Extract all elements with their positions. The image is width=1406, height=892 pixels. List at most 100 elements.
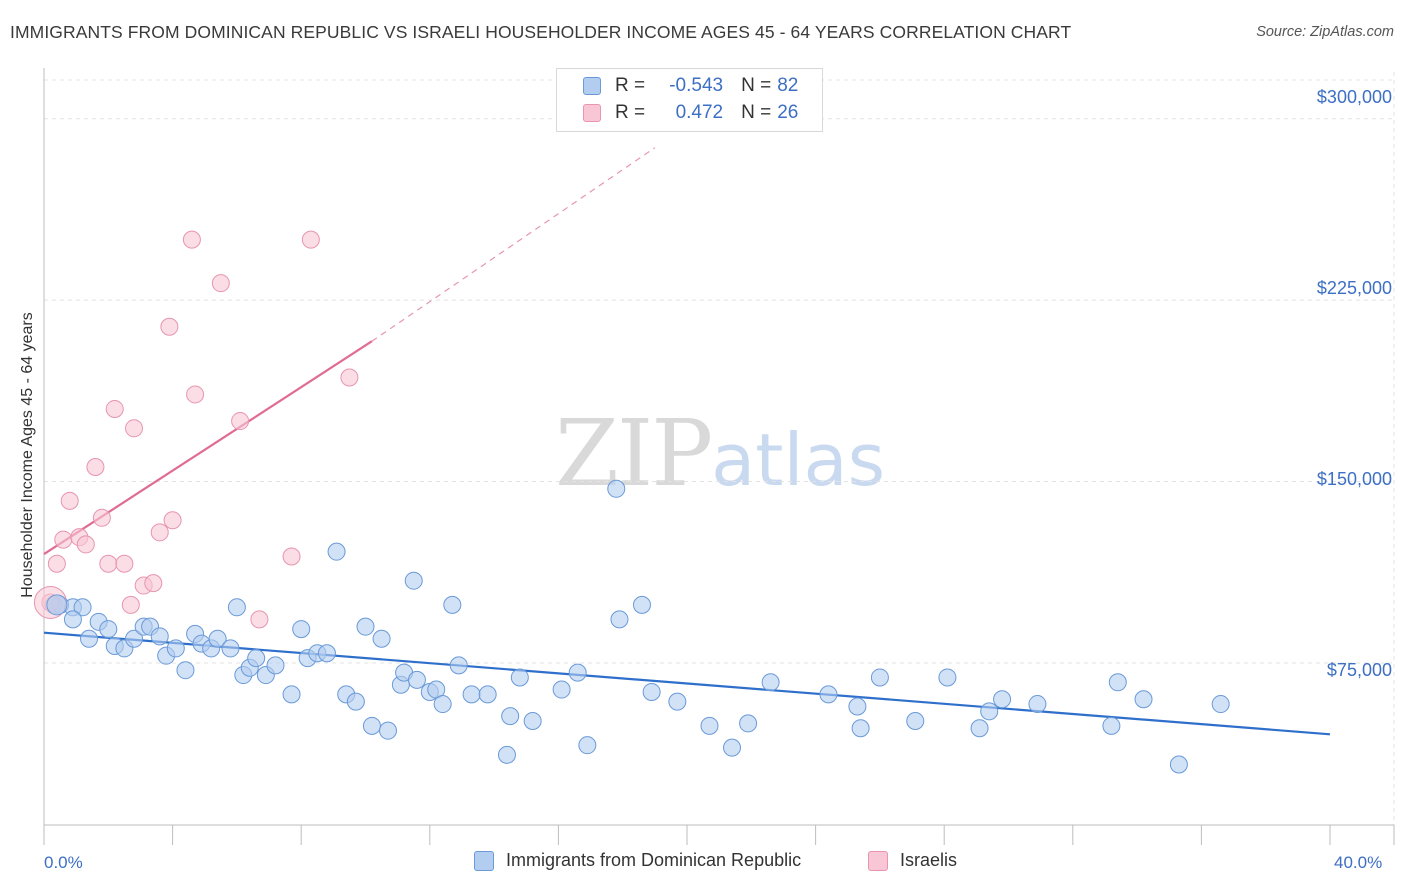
point-dominican <box>993 690 1012 709</box>
point-dominican <box>63 610 82 629</box>
point-dominican <box>578 736 597 755</box>
grid-lines <box>44 72 1395 825</box>
axes <box>43 68 1395 845</box>
legend-n-label: N = <box>741 75 772 96</box>
point-dominican <box>362 716 381 735</box>
trend-line-israelis <box>43 340 373 556</box>
data-points <box>33 230 1230 774</box>
point-dominican <box>523 711 542 730</box>
point-dominican <box>568 663 587 682</box>
point-dominican <box>73 598 92 617</box>
point-israelis <box>150 523 169 542</box>
series-legend: Immigrants from Dominican Republic Israe… <box>0 850 1406 878</box>
point-israelis <box>86 458 105 477</box>
point-dominican <box>851 719 870 738</box>
point-dominican <box>208 629 227 648</box>
point-israelis <box>301 230 320 249</box>
point-dominican <box>1211 695 1230 714</box>
point-israelis <box>182 230 201 249</box>
point-israelis <box>186 385 205 404</box>
legend-n-value: 82 <box>777 75 799 96</box>
point-dominican <box>379 721 398 740</box>
point-israelis <box>144 574 163 593</box>
point-dominican <box>327 542 346 561</box>
point-dominican <box>317 644 336 663</box>
legend-n-label: N = <box>741 102 772 123</box>
x-tick-label-min: 0.0% <box>44 853 83 872</box>
point-dominican <box>292 620 311 639</box>
legend-swatch-pink <box>868 850 888 871</box>
point-dominican <box>227 598 246 617</box>
legend-n-value: 26 <box>777 102 799 123</box>
point-dominican <box>723 738 742 757</box>
correlation-legend: R = -0.543 N = 82 R = 0.472 N = 26 <box>556 68 823 132</box>
point-israelis <box>92 508 111 527</box>
legend-swatch-blue <box>474 850 494 871</box>
point-dominican <box>282 685 301 704</box>
watermark-zip: ZIP <box>555 400 713 507</box>
point-dominican <box>1134 690 1153 709</box>
y-tick-label-225000: $225,000 <box>1316 278 1392 298</box>
point-israelis <box>125 419 144 438</box>
legend-item-israelis: Israelis <box>868 850 957 871</box>
y-axis-label: Householder Income Ages 45 - 64 years <box>19 312 36 598</box>
point-dominican <box>970 719 989 738</box>
watermark: ZIPatlas <box>555 400 885 507</box>
point-dominican <box>739 714 758 733</box>
x-tick-label-max: 40.0% <box>1334 853 1383 872</box>
point-israelis <box>76 535 95 554</box>
point-dominican <box>80 629 99 648</box>
point-israelis <box>250 610 269 629</box>
point-dominican <box>462 685 481 704</box>
point-dominican <box>150 627 169 646</box>
point-israelis <box>47 554 66 573</box>
point-dominican <box>407 670 426 689</box>
point-dominican <box>642 682 661 701</box>
point-dominican <box>632 595 651 614</box>
legend-row-israelis: R = 0.472 N = 26 <box>583 100 798 126</box>
point-israelis <box>60 491 79 510</box>
legend-swatch-blue <box>583 77 601 95</box>
point-dominican <box>848 697 867 716</box>
point-dominican <box>478 685 497 704</box>
point-dominican <box>510 668 529 687</box>
point-dominican <box>356 617 375 636</box>
legend-item-dominican: Immigrants from Dominican Republic <box>474 850 801 871</box>
point-dominican <box>497 745 516 764</box>
y-tick-label-150000: $150,000 <box>1316 469 1392 489</box>
point-israelis <box>115 554 134 573</box>
point-dominican <box>1102 716 1121 735</box>
point-dominican <box>449 656 468 675</box>
point-dominican <box>761 673 780 692</box>
point-dominican <box>1028 695 1047 714</box>
point-israelis <box>211 274 230 293</box>
point-israelis <box>282 547 301 566</box>
point-israelis <box>231 412 250 431</box>
point-dominican <box>372 629 391 648</box>
point-dominican <box>501 707 520 726</box>
point-dominican <box>607 479 626 498</box>
legend-label-israelis: Israelis <box>900 850 958 870</box>
chart-title: IMMIGRANTS FROM DOMINICAN REPUBLIC VS IS… <box>10 22 1072 42</box>
legend-r-value: -0.543 <box>669 75 724 96</box>
point-dominican <box>404 571 423 590</box>
point-dominican <box>99 620 118 639</box>
legend-r-label: R = <box>615 75 646 96</box>
point-dominican <box>668 692 687 711</box>
y-tick-label-75000: $75,000 <box>1326 660 1392 680</box>
watermark-atlas: atlas <box>711 418 886 502</box>
point-israelis <box>54 530 73 549</box>
legend-label-dominican: Immigrants from Dominican Republic <box>506 850 802 870</box>
legend-row-dominican: R = -0.543 N = 82 <box>583 73 798 99</box>
point-dominican <box>980 702 999 721</box>
point-israelis <box>160 317 179 336</box>
point-israelis <box>105 399 124 418</box>
trend-line-israelis-extension <box>371 147 656 342</box>
point-dominican <box>870 668 889 687</box>
point-dominican <box>433 695 452 714</box>
y-tick-label-300000: $300,000 <box>1316 87 1392 107</box>
point-dominican <box>176 661 195 680</box>
point-dominican <box>819 685 838 704</box>
point-dominican <box>1108 673 1127 692</box>
